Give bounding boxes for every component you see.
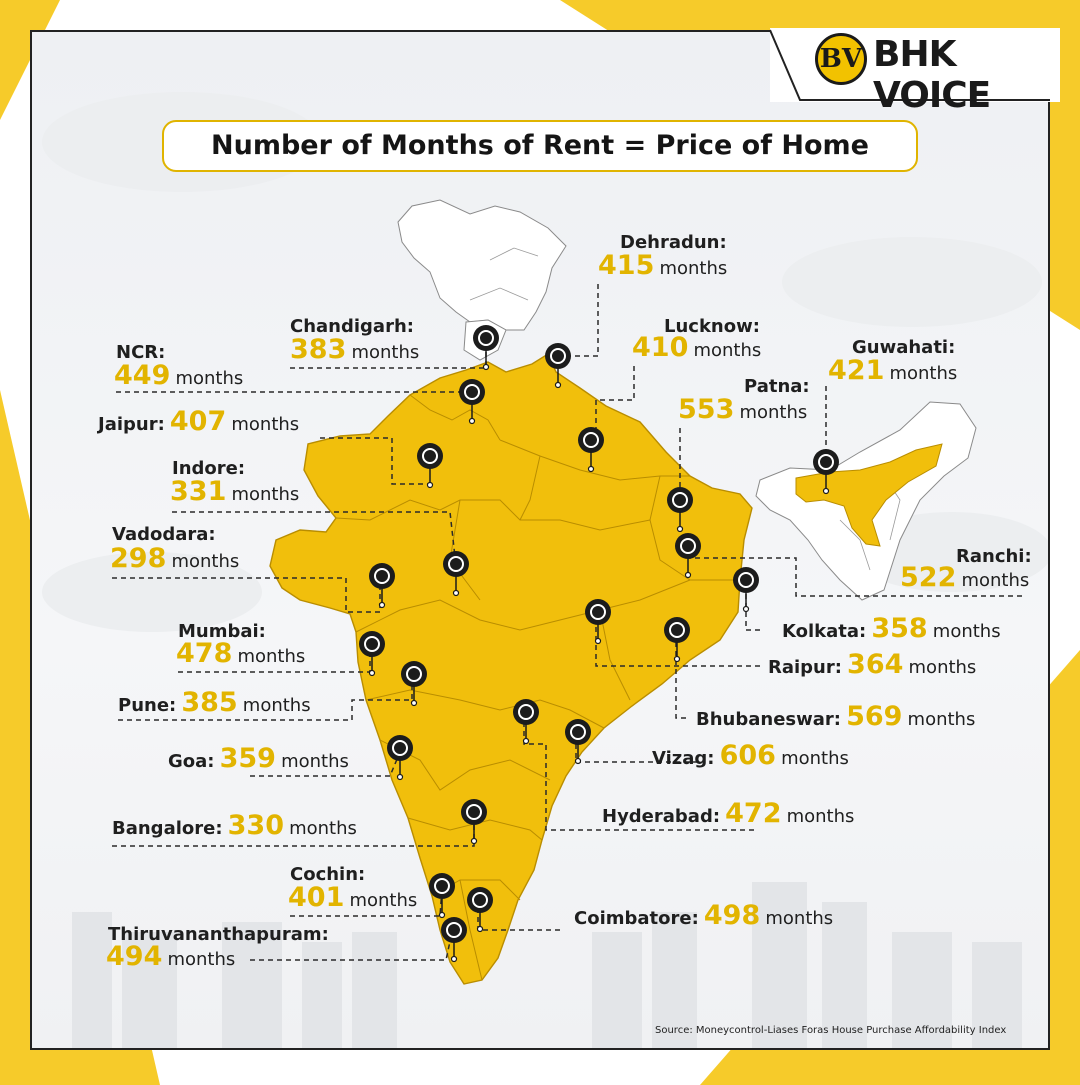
label-patna: Patna: xyxy=(744,376,810,397)
value-indore: 331 months xyxy=(170,476,300,507)
value-guwahati: 421 months xyxy=(828,355,958,386)
value-vadodara: 298 months xyxy=(110,543,240,574)
label-mumbai: Mumbai: xyxy=(178,621,266,642)
value-chandigarh: 383 months xyxy=(290,334,420,365)
label-vadodara: Vadodara: xyxy=(112,524,216,545)
region-north-outline xyxy=(397,199,567,331)
vizag: Vizag: 606 months xyxy=(652,740,849,771)
map-pin-chandigarh-icon xyxy=(473,325,499,371)
map-pin-ncr-icon xyxy=(459,379,485,425)
label-indore: Indore: xyxy=(172,458,246,479)
map-pin-patna-icon xyxy=(667,487,693,533)
map-pin-hyderabad-icon xyxy=(513,699,539,745)
hyderabad: Hyderabad: 472 months xyxy=(602,798,855,829)
label-lucknow: Lucknow: xyxy=(664,316,760,337)
map-pin-dehradun-icon xyxy=(545,343,571,389)
map-pin-jaipur-icon xyxy=(417,443,443,489)
label-dehradun: Dehradun: xyxy=(620,232,727,253)
map-pin-mumbai-icon xyxy=(359,631,385,677)
goa: Goa: 359 months xyxy=(168,743,349,774)
map-pin-bangalore-icon xyxy=(461,799,487,845)
value-dehradun: 415 months xyxy=(598,250,728,281)
brand-name: BHK VOICE xyxy=(873,34,991,116)
kolkata: Kolkata: 358 months xyxy=(782,613,1001,644)
label-guwahati: Guwahati: xyxy=(852,337,956,358)
label-ranchi: Ranchi: xyxy=(956,546,1032,567)
label-cochin: Cochin: xyxy=(290,864,366,885)
content-frame xyxy=(30,30,1050,1050)
map-pin-guwahati-icon xyxy=(813,449,839,495)
map-pin-cochin-icon xyxy=(429,873,455,919)
label-chandigarh: Chandigarh: xyxy=(290,316,414,337)
map-pin-vizag-icon xyxy=(565,719,591,765)
skyline-background xyxy=(42,92,1048,1048)
map-pin-bhubaneswar-icon xyxy=(664,617,690,663)
bangalore: Bangalore: 330 months xyxy=(112,810,357,841)
label-thiruvananthapuram: Thiruvananthapuram: xyxy=(108,924,329,945)
jaipur: Jaipur: 407 months xyxy=(98,406,300,437)
raipur: Raipur: 364 months xyxy=(768,649,977,680)
pune: Pune: 385 months xyxy=(118,687,311,718)
region-assam xyxy=(795,443,943,547)
map-pin-coimbatore-icon xyxy=(467,887,493,933)
value-ranchi: 522 months xyxy=(900,562,1030,593)
map-pin-indore-icon xyxy=(443,551,469,597)
coimbatore: Coimbatore: 498 months xyxy=(574,900,834,931)
map-pin-pune-icon xyxy=(401,661,427,707)
value-ncr: 449 months xyxy=(114,360,244,391)
map-pin-vadodara-icon xyxy=(369,563,395,609)
brand-logo-icon: BV xyxy=(815,33,867,85)
source-note: Source: Moneycontrol-Liases Foras House … xyxy=(655,1025,1007,1036)
bhubaneswar: Bhubaneswar: 569 months xyxy=(696,701,976,732)
map-pin-goa-icon xyxy=(387,735,413,781)
map-pin-lucknow-icon xyxy=(578,427,604,473)
page-title: Number of Months of Rent = Price of Home xyxy=(162,120,918,172)
value-lucknow: 410 months xyxy=(632,332,762,363)
logo-frame-lines xyxy=(769,29,1050,101)
map-pin-kolkata-icon xyxy=(733,567,759,613)
map-pin-thiruvananthapuram-icon xyxy=(441,917,467,963)
value-thiruvananthapuram: 494 months xyxy=(106,941,236,972)
label-ncr: NCR: xyxy=(116,342,166,363)
map-pins xyxy=(359,325,839,963)
value-patna: 553 months xyxy=(678,394,808,425)
map-pin-ranchi-icon xyxy=(675,533,701,579)
value-cochin: 401 months xyxy=(288,882,418,913)
value-mumbai: 478 months xyxy=(176,638,306,669)
map-pin-raipur-icon xyxy=(585,599,611,645)
